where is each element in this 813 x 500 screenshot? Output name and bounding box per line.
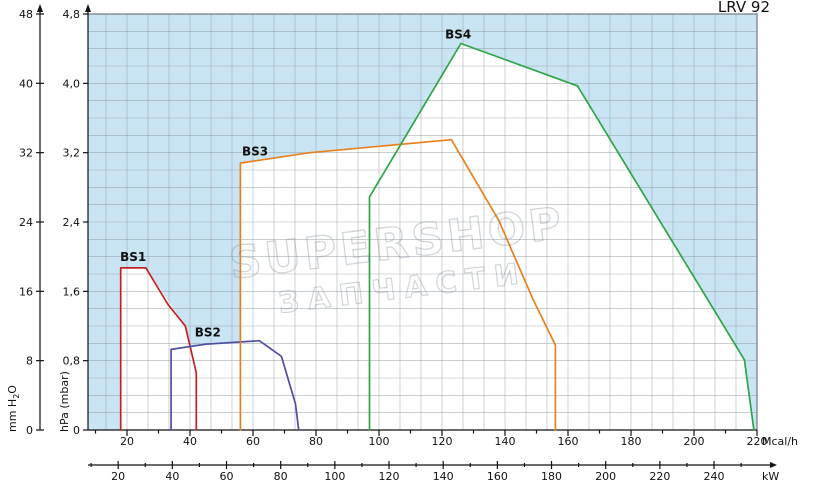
x-axis-kw-arrow-icon bbox=[770, 462, 777, 468]
y-axis-mm-label-main: mm H bbox=[6, 399, 19, 432]
x-axis-kw-tick-label: 40 bbox=[165, 470, 179, 483]
series-curves: BS1 BS2 BS3 BS4 bbox=[119, 27, 755, 431]
y-axis-hpa-tick-label: 3,2 bbox=[63, 147, 81, 160]
y-axis-hpa-tick-label: 1,6 bbox=[63, 285, 81, 298]
x-axis-mcal-tick-label: 200 bbox=[684, 435, 705, 448]
x-axis-kw-tick-label: 140 bbox=[433, 470, 454, 483]
y-axis-hpa-label: hPa (mbar) bbox=[58, 371, 71, 432]
y-axis-mm-label-sub: 2 bbox=[12, 394, 21, 399]
curve-bs2 bbox=[170, 339, 300, 431]
x-axis-mcal-tick-label: 60 bbox=[246, 435, 260, 448]
x-axis-mcal-tick-label: 100 bbox=[369, 435, 390, 448]
x-axis-kw-tick-label: 80 bbox=[274, 470, 288, 483]
y-axis-hpa-arrow-icon bbox=[85, 4, 91, 12]
y-axis-mm-label-tail: O bbox=[6, 385, 19, 394]
curve-label-bs4: BS4 bbox=[445, 27, 471, 41]
grid bbox=[87, 13, 758, 431]
x-axis-mcal-tick-label: 120 bbox=[432, 435, 453, 448]
y-axis-mm-tick-label: 32 bbox=[19, 147, 33, 160]
y-axis-hpa-tick-label: 0,8 bbox=[63, 355, 81, 368]
curve-label-bs3: BS3 bbox=[242, 144, 268, 158]
x-axis-kw-tick-label: 180 bbox=[541, 470, 562, 483]
x-axis-kw-tick-label: 200 bbox=[595, 470, 616, 483]
x-axis-kw-tick-label: 60 bbox=[220, 470, 234, 483]
x-axis-kw-tick-label: 100 bbox=[324, 470, 345, 483]
x-axis-mcal-tick-label: 180 bbox=[621, 435, 642, 448]
x-axis-mcal-tick-label: 80 bbox=[309, 435, 323, 448]
y-axis-hpa-tick-label: 2,4 bbox=[63, 216, 81, 229]
x-axis-kw-tick-label: 220 bbox=[649, 470, 670, 483]
x-axis-kw-tick-label: 160 bbox=[487, 470, 508, 483]
curve-bs4 bbox=[368, 42, 755, 431]
chart-title: LRV 92 bbox=[718, 0, 770, 16]
y-axis-mm-arrow-icon bbox=[37, 4, 43, 12]
x-axis-mcal-tick-label: 220 bbox=[747, 435, 768, 448]
axes: 0 8 16 24 32 40 48 0 0,8 1,6 2,4 3,2 4,0 4,8 20 40 60 80 1… bbox=[19, 4, 777, 483]
x-axis-mcal-tick-label: 40 bbox=[183, 435, 197, 448]
x-axis-mcal-tick-label: 140 bbox=[495, 435, 516, 448]
x-axis-kw-tick-label: 20 bbox=[111, 470, 125, 483]
x-axis-kw-tick-label: 120 bbox=[379, 470, 400, 483]
curve-label-bs1: BS1 bbox=[120, 250, 146, 264]
curve-bs1 bbox=[119, 267, 198, 431]
y-axis-mm-tick-label: 40 bbox=[19, 77, 33, 90]
y-axis-hpa-tick-label: 4,0 bbox=[63, 77, 81, 90]
y-axis-mm-tick-label: 0 bbox=[26, 424, 33, 437]
x-axis-mcal-unit: Mcal/h bbox=[762, 435, 798, 448]
x-axis-mcal-tick-label: 20 bbox=[120, 435, 134, 448]
x-axis-kw-unit: kW bbox=[762, 470, 779, 483]
x-axis-kw-tick-label: 240 bbox=[704, 470, 725, 483]
x-axis-mcal-tick-label: 160 bbox=[558, 435, 579, 448]
y-axis-mm-tick-label: 24 bbox=[19, 216, 33, 229]
y-axis-mm-tick-label: 8 bbox=[26, 355, 33, 368]
curve-bs3 bbox=[239, 138, 557, 431]
curve-label-bs2: BS2 bbox=[195, 325, 221, 339]
y-axis-mm-tick-label: 16 bbox=[19, 285, 33, 298]
working-field-white-region bbox=[120, 43, 754, 430]
y-axis-mm-label: mm H2O bbox=[6, 385, 21, 432]
y-axis-mm-tick-label: 48 bbox=[19, 8, 33, 21]
y-axis-hpa-tick-label: 4,8 bbox=[63, 8, 81, 21]
y-axis-hpa-tick-label: 0 bbox=[73, 424, 80, 437]
